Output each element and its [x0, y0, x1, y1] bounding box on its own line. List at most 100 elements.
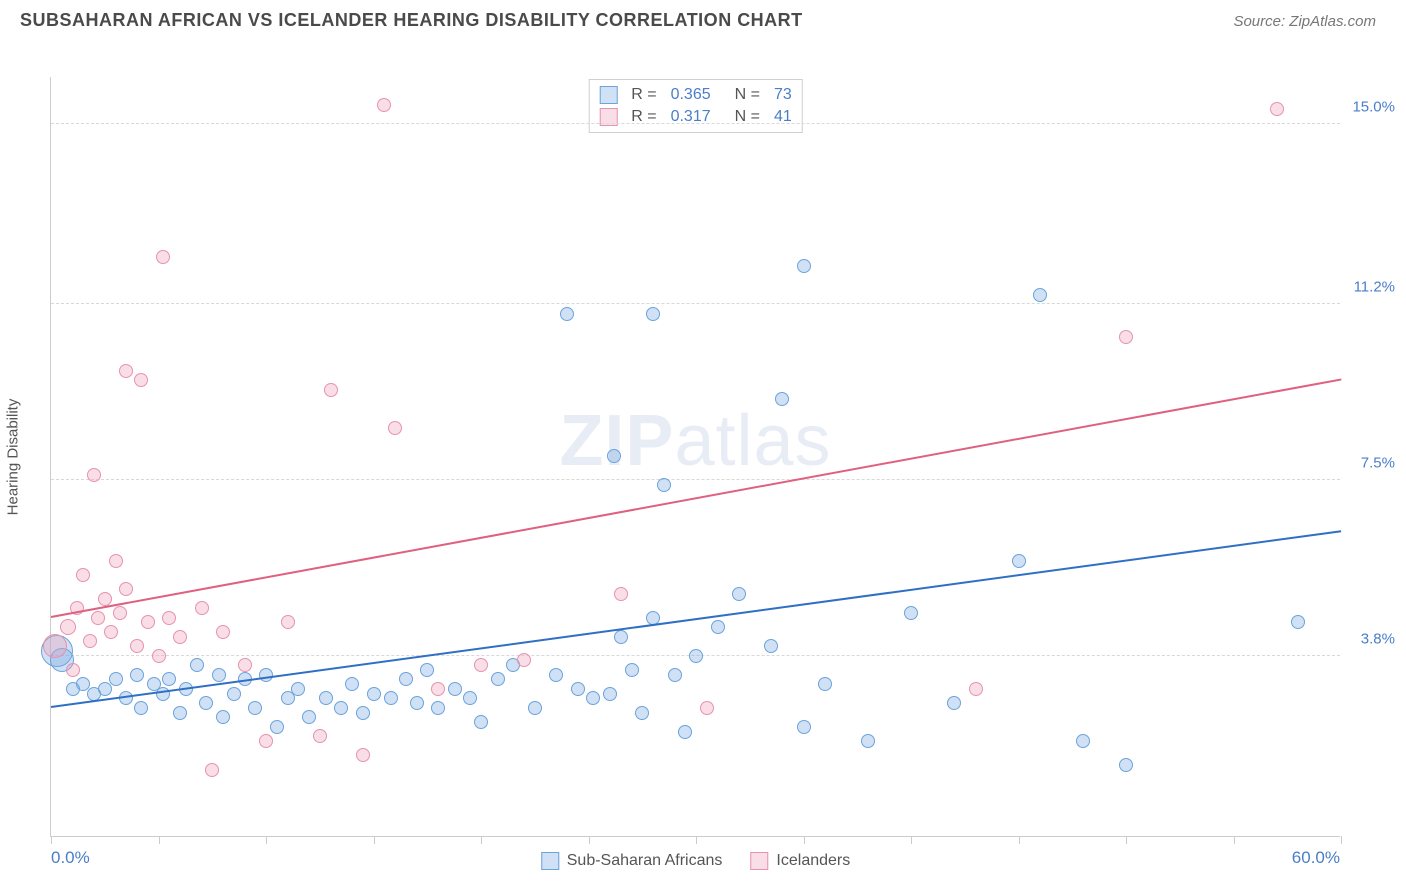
trend-line — [51, 378, 1341, 617]
gridline — [51, 303, 1340, 304]
x-tick-mark — [266, 836, 267, 844]
data-point — [635, 706, 649, 720]
x-tick-mark — [696, 836, 697, 844]
legend-item: Icelanders — [750, 852, 850, 870]
data-point — [156, 250, 170, 264]
data-point — [711, 620, 725, 634]
x-tick-mark — [1126, 836, 1127, 844]
n-value: 73 — [774, 86, 792, 104]
data-point — [861, 734, 875, 748]
data-point — [173, 706, 187, 720]
series-legend: Sub-Saharan Africans Icelanders — [541, 852, 850, 870]
data-point — [474, 715, 488, 729]
correlation-legend: R =0.365N =73R =0.317N =41 — [588, 79, 803, 133]
x-tick-mark — [159, 836, 160, 844]
x-axis-min-label: 0.0% — [51, 848, 90, 868]
data-point — [700, 701, 714, 715]
data-point — [156, 687, 170, 701]
data-point — [1270, 102, 1284, 116]
legend-swatch — [541, 852, 559, 870]
data-point — [528, 701, 542, 715]
y-axis-label: Hearing Disability — [5, 398, 22, 515]
data-point — [904, 606, 918, 620]
data-point — [83, 634, 97, 648]
legend-row: R =0.317N =41 — [599, 106, 792, 128]
data-point — [248, 701, 262, 715]
data-point — [607, 449, 621, 463]
data-point — [1119, 330, 1133, 344]
data-point — [43, 634, 67, 658]
data-point — [238, 658, 252, 672]
data-point — [657, 478, 671, 492]
data-point — [797, 720, 811, 734]
data-point — [173, 630, 187, 644]
legend-swatch — [750, 852, 768, 870]
data-point — [87, 468, 101, 482]
data-point — [560, 307, 574, 321]
legend-label: Icelanders — [776, 852, 850, 870]
data-point — [134, 701, 148, 715]
data-point — [270, 720, 284, 734]
y-tick-label: 15.0% — [1352, 98, 1395, 115]
data-point — [775, 392, 789, 406]
data-point — [614, 630, 628, 644]
r-label: R = — [631, 86, 656, 104]
data-point — [60, 619, 76, 635]
data-point — [66, 663, 80, 677]
data-point — [549, 668, 563, 682]
data-point — [668, 668, 682, 682]
data-point — [190, 658, 204, 672]
data-point — [947, 696, 961, 710]
data-point — [259, 668, 273, 682]
data-point — [474, 658, 488, 672]
chart-container: Hearing Disability ZIPatlas R =0.365N =7… — [0, 37, 1406, 887]
r-value: 0.365 — [671, 86, 711, 104]
data-point — [345, 677, 359, 691]
data-point — [356, 706, 370, 720]
data-point — [384, 691, 398, 705]
data-point — [324, 383, 338, 397]
data-point — [119, 582, 133, 596]
data-point — [313, 729, 327, 743]
x-tick-mark — [1341, 836, 1342, 844]
data-point — [199, 696, 213, 710]
data-point — [76, 568, 90, 582]
data-point — [764, 639, 778, 653]
legend-row: R =0.365N =73 — [599, 84, 792, 106]
data-point — [109, 554, 123, 568]
data-point — [678, 725, 692, 739]
x-tick-mark — [51, 836, 52, 844]
data-point — [152, 649, 166, 663]
x-tick-mark — [804, 836, 805, 844]
x-tick-mark — [589, 836, 590, 844]
data-point — [1291, 615, 1305, 629]
y-tick-label: 7.5% — [1361, 454, 1395, 471]
data-point — [205, 763, 219, 777]
data-point — [517, 653, 531, 667]
data-point — [291, 682, 305, 696]
legend-item: Sub-Saharan Africans — [541, 852, 723, 870]
chart-title: SUBSAHARAN AFRICAN VS ICELANDER HEARING … — [20, 10, 803, 31]
data-point — [818, 677, 832, 691]
data-point — [134, 373, 148, 387]
data-point — [431, 701, 445, 715]
data-point — [399, 672, 413, 686]
data-point — [491, 672, 505, 686]
data-point — [281, 615, 295, 629]
data-point — [130, 668, 144, 682]
plot-area: Hearing Disability ZIPatlas R =0.365N =7… — [50, 77, 1340, 837]
data-point — [259, 734, 273, 748]
chart-header: SUBSAHARAN AFRICAN VS ICELANDER HEARING … — [0, 0, 1406, 37]
y-tick-label: 3.8% — [1361, 630, 1395, 647]
gridline — [51, 123, 1340, 124]
data-point — [119, 364, 133, 378]
data-point — [356, 748, 370, 762]
x-tick-mark — [374, 836, 375, 844]
data-point — [377, 98, 391, 112]
source-label: Source: ZipAtlas.com — [1233, 13, 1376, 30]
gridline — [51, 479, 1340, 480]
data-point — [212, 668, 226, 682]
watermark: ZIPatlas — [559, 400, 831, 482]
data-point — [195, 601, 209, 615]
data-point — [162, 611, 176, 625]
